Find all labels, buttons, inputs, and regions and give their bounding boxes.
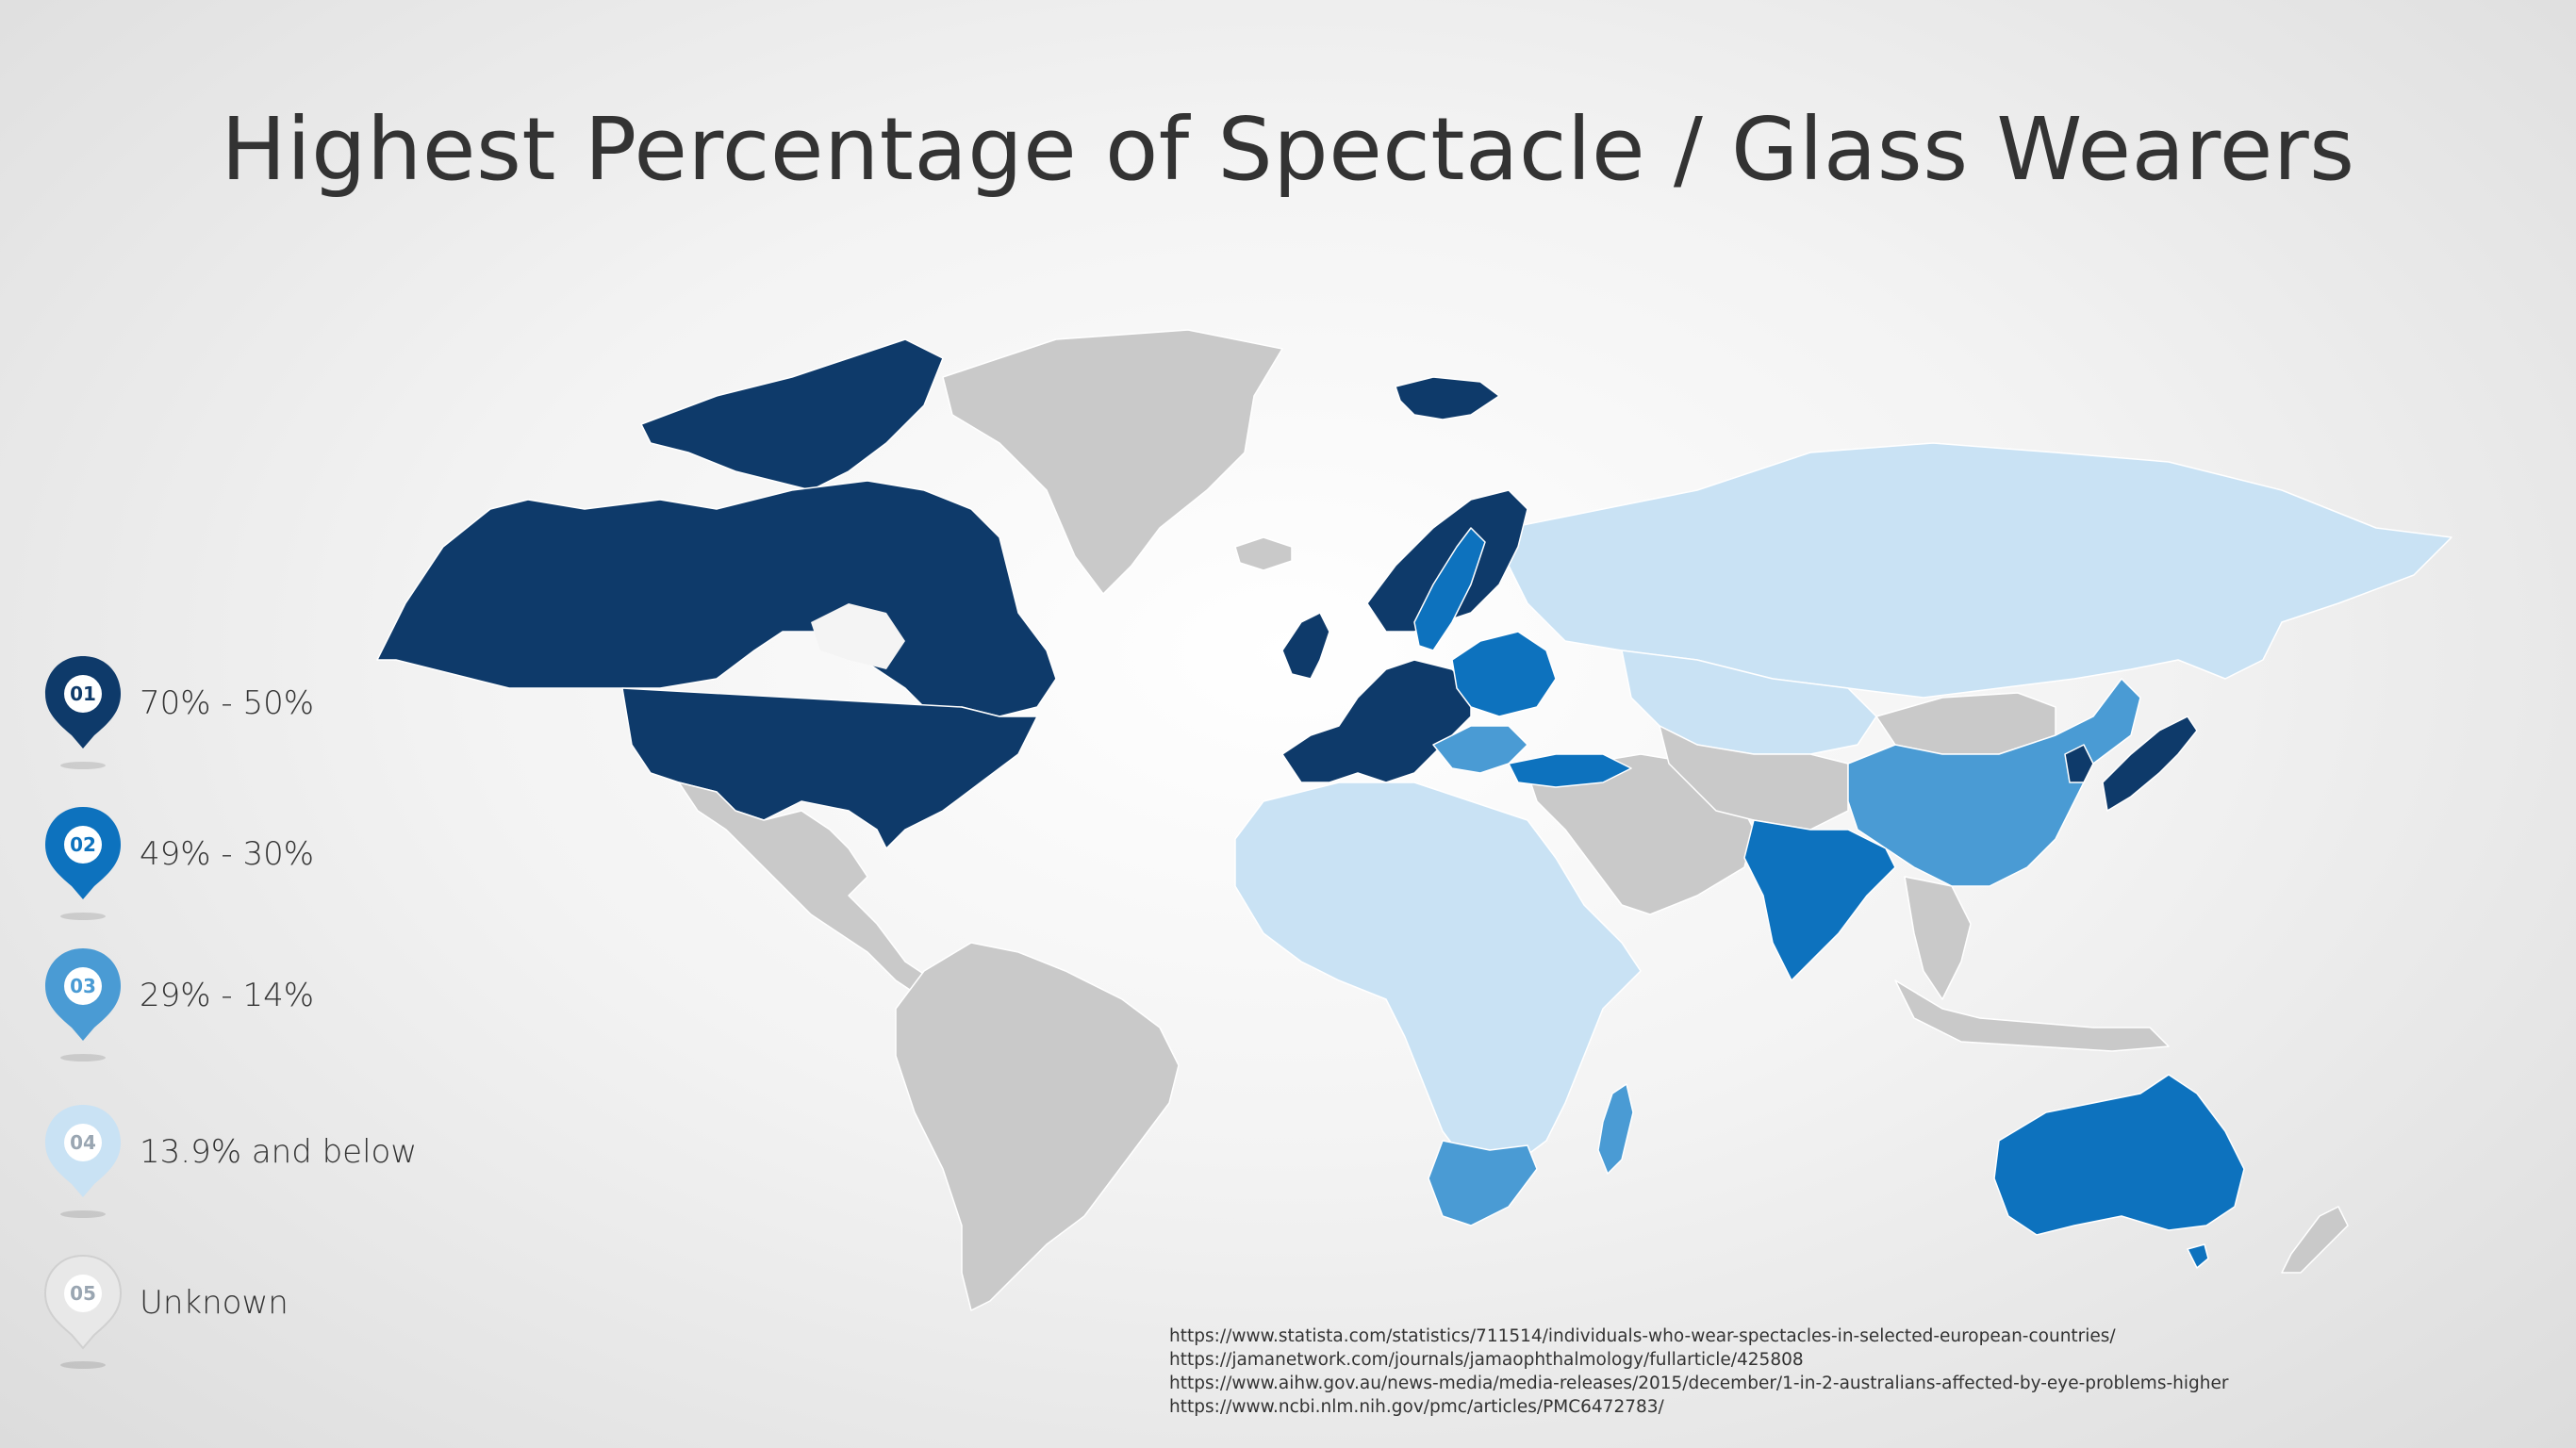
legend-label: 13.9% and below — [140, 1133, 418, 1171]
sources-list: https://www.statista.com/statistics/7115… — [1169, 1325, 2301, 1419]
legend-label: 70% - 50% — [140, 684, 315, 722]
svg-text:02: 02 — [70, 833, 96, 856]
legend-item-5: 05 Unknown — [38, 1250, 471, 1382]
legend: 01 70% - 50% 02 49% - 30% 03 29% - 14% 0… — [38, 650, 471, 1386]
region-greenland — [942, 329, 1283, 595]
legend-label: Unknown — [140, 1284, 289, 1322]
region-south-africa — [1428, 1140, 1538, 1226]
region-uk-ireland — [1281, 612, 1330, 680]
region-western-europe — [1281, 659, 1472, 783]
region-mexico — [678, 782, 934, 1000]
region-korea — [2064, 744, 2094, 783]
region-southeast-asia — [1904, 876, 1972, 1000]
region-indonesia — [1894, 979, 2170, 1052]
region-sweden — [1413, 527, 1486, 651]
region-balkans — [1432, 725, 1528, 774]
region-eastern-europe — [1451, 631, 1557, 717]
region-australia — [1993, 1074, 2245, 1236]
legend-label: 29% - 14% — [140, 977, 315, 1014]
region-madagascar — [1597, 1083, 1634, 1175]
legend-item-4: 04 13.9% and below — [38, 1099, 471, 1231]
region-arctic-islands — [640, 338, 944, 491]
region-africa — [1234, 782, 1642, 1170]
region-new-zealand — [2281, 1206, 2349, 1274]
source-link[interactable]: https://www.statista.com/statistics/7115… — [1169, 1326, 2116, 1346]
map-pin-icon: 03 — [45, 948, 121, 1061]
source-link[interactable]: https://jamanetwork.com/journals/jamaoph… — [1169, 1350, 1804, 1370]
map-pin-icon: 02 — [45, 807, 121, 920]
map-pin-icon: 04 — [45, 1105, 121, 1218]
legend-item-1: 01 70% - 50% — [38, 650, 471, 782]
svg-text:01: 01 — [70, 683, 96, 705]
region-canada — [376, 480, 1057, 717]
region-hudson-bay — [811, 603, 905, 669]
region-svalbard — [1395, 376, 1500, 420]
region-kazakhstan — [1621, 650, 1877, 755]
region-usa — [621, 687, 1038, 849]
region-iceland — [1234, 536, 1293, 571]
map-pin-icon: 01 — [45, 656, 121, 769]
legend-label: 49% - 30% — [140, 835, 315, 873]
svg-text:05: 05 — [70, 1282, 96, 1305]
world-map — [376, 329, 2452, 1311]
region-tasmania — [2187, 1243, 2209, 1269]
region-japan — [2102, 716, 2198, 812]
legend-item-2: 02 49% - 30% — [38, 801, 471, 933]
legend-item-3: 03 29% - 14% — [38, 943, 471, 1075]
region-india — [1743, 819, 1896, 981]
svg-text:03: 03 — [70, 975, 96, 997]
map-title: Highest Percentage of Spectacle / Glass … — [221, 99, 2355, 200]
svg-text:04: 04 — [70, 1131, 96, 1154]
region-central-asia — [1659, 725, 1849, 831]
region-south-america — [895, 942, 1180, 1311]
region-turkey — [1508, 753, 1632, 788]
source-link[interactable]: https://www.aihw.gov.au/news-media/media… — [1169, 1374, 2229, 1393]
map-pin-icon: 05 — [43, 1254, 123, 1369]
region-middle-east — [1527, 753, 1755, 915]
source-link[interactable]: https://www.ncbi.nlm.nih.gov/pmc/article… — [1169, 1397, 1664, 1417]
